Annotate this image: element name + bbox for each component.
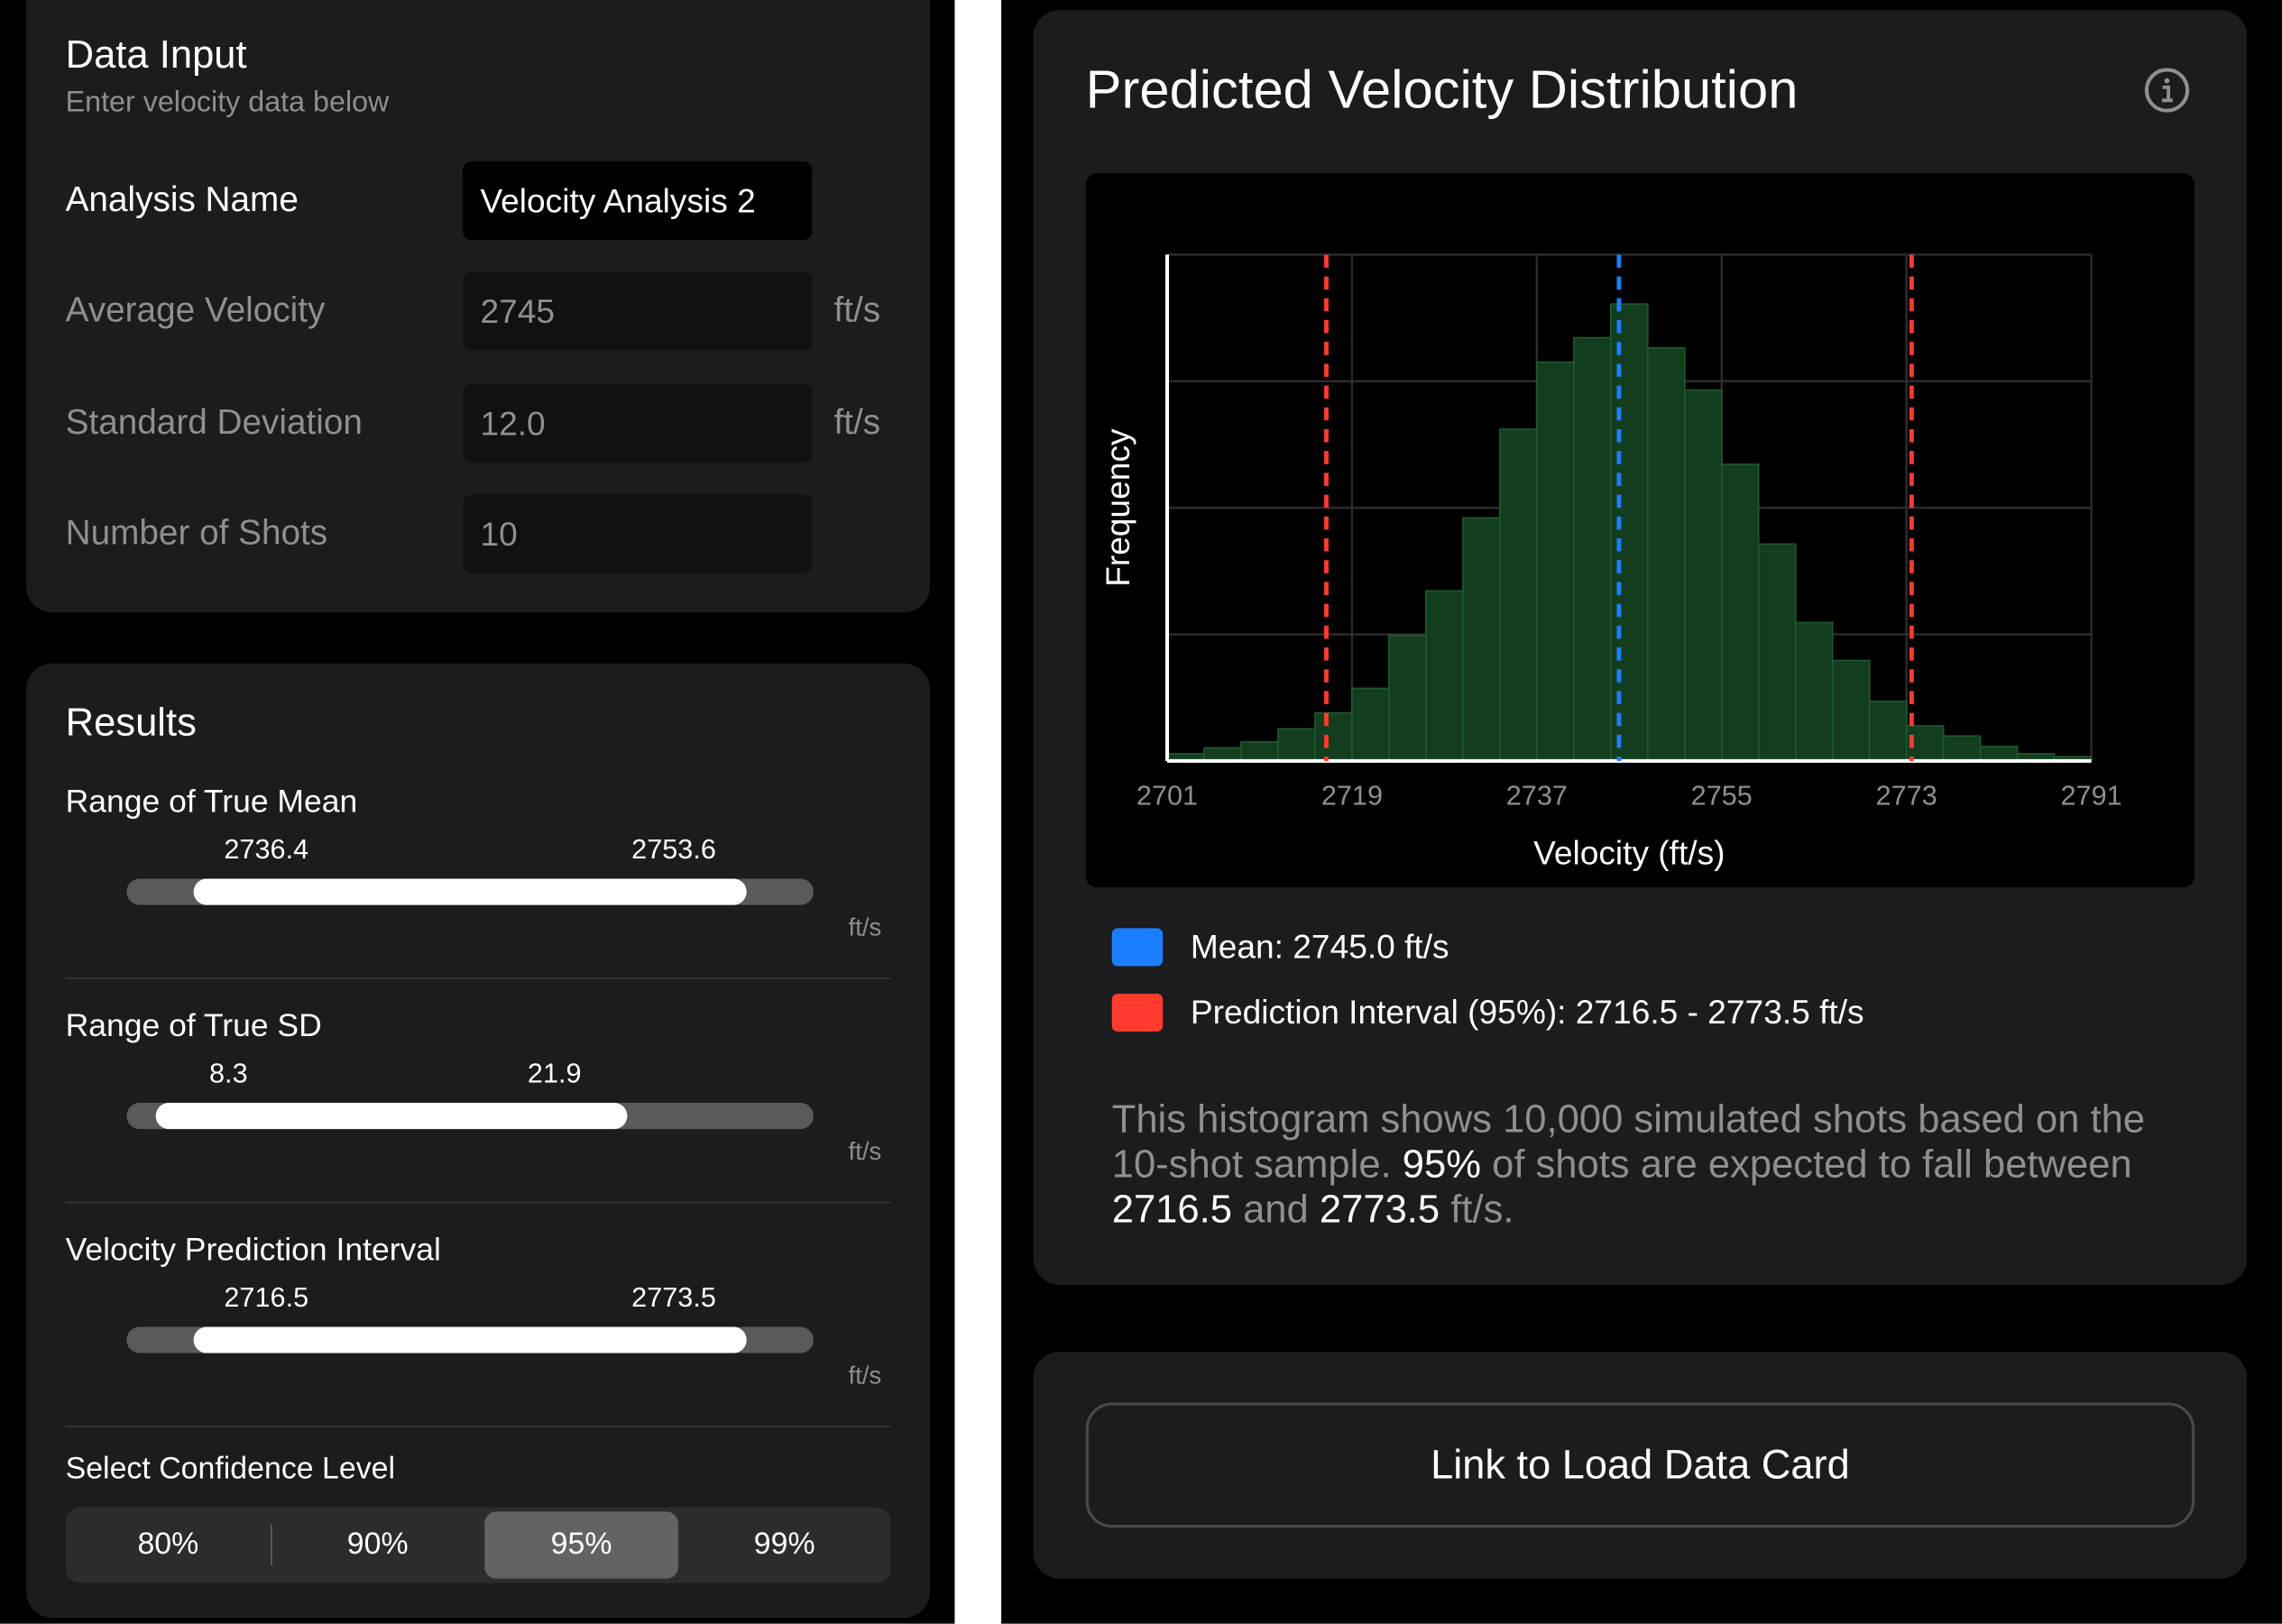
x-tick-label: 2773 <box>1876 780 1937 811</box>
field-label: Average Velocity <box>65 290 326 331</box>
confidence-label: Select Confidence Level <box>65 1452 396 1486</box>
segment[interactable]: 80% <box>137 1528 199 1562</box>
x-tick-label: 2791 <box>2061 780 2122 811</box>
text-input[interactable]: 10 <box>463 494 813 573</box>
range-track <box>126 878 814 905</box>
bar <box>1277 728 1316 762</box>
unit: ft/s <box>848 913 882 941</box>
panel-title: Results <box>65 700 197 745</box>
bar <box>1203 747 1242 762</box>
link-button[interactable]: Link to Load Data Card <box>1085 1402 2195 1528</box>
unit: ft/s <box>848 1137 882 1166</box>
range-high: 2773.5 <box>631 1283 716 1314</box>
legend-swatch <box>1111 994 1164 1032</box>
text-input[interactable]: 12.0 <box>463 383 813 463</box>
separator <box>65 977 891 979</box>
range-label: Range of True Mean <box>65 783 358 820</box>
bar <box>1720 463 1760 762</box>
range-track <box>126 1103 814 1130</box>
range-low: 8.3 <box>209 1059 248 1090</box>
separator <box>65 1201 891 1204</box>
bar <box>1240 740 1279 762</box>
range-low: 2716.5 <box>224 1283 309 1314</box>
bar <box>1610 303 1649 762</box>
separator <box>65 1426 891 1427</box>
bar <box>1868 701 1908 762</box>
text-input[interactable]: 2745 <box>463 271 813 351</box>
bar <box>1499 428 1538 762</box>
legend-label: Mean: 2745.0 ft/s <box>1190 927 1449 966</box>
x-tick-label: 2737 <box>1506 780 1568 811</box>
range-fill <box>193 878 747 905</box>
description: This histogram shows 10,000 simulated sh… <box>1112 1097 2160 1233</box>
range-high: 21.9 <box>527 1059 582 1090</box>
x-tick-label: 2719 <box>1321 780 1383 811</box>
text: of shots are expected to fall between <box>1480 1142 2132 1187</box>
bar <box>1314 711 1353 762</box>
bar <box>1646 346 1686 762</box>
range-fill <box>155 1103 628 1130</box>
y-axis-label: Frequency <box>1099 428 1136 587</box>
text-input[interactable]: Velocity Analysis 2 <box>463 161 813 241</box>
field-label: Analysis Name <box>65 180 299 220</box>
panel-title: Data Input <box>65 32 247 77</box>
field-label: Standard Deviation <box>65 402 363 443</box>
segmented-control <box>65 1507 891 1583</box>
info-icon[interactable] <box>2144 67 2191 114</box>
bar <box>1683 389 1723 762</box>
bar <box>1757 543 1797 762</box>
segment[interactable]: 90% <box>346 1528 409 1562</box>
legend-swatch <box>1111 928 1164 967</box>
bar <box>1794 621 1834 762</box>
legend-label: Prediction Interval (95%): 2716.5 - 2773… <box>1190 993 1864 1032</box>
range-fill <box>193 1326 747 1353</box>
link-panel <box>1033 1351 2248 1579</box>
x-axis-label: Velocity (ft/s) <box>1533 834 1725 872</box>
bar <box>1425 590 1464 762</box>
segment-divider <box>271 1524 272 1566</box>
range-track <box>126 1326 814 1353</box>
emphasis: 2773.5 <box>1319 1187 1440 1232</box>
x-tick-label: 2755 <box>1691 780 1753 811</box>
unit: ft/s <box>833 402 881 443</box>
field-label: Number of Shots <box>65 513 328 554</box>
segment-selected <box>484 1511 678 1579</box>
bar <box>1573 336 1612 762</box>
segment[interactable]: 99% <box>753 1528 815 1562</box>
unit: ft/s <box>833 290 881 331</box>
histogram-chart: 2701 2719 2737 2755 2773 2791 Velocity (ft/s) F… <box>1085 173 2195 888</box>
bar <box>1979 746 2019 762</box>
segment[interactable]: 95% <box>550 1528 612 1562</box>
range-label: Range of True SD <box>65 1006 322 1043</box>
x-tick-label: 2701 <box>1136 780 1198 811</box>
text: ft/s. <box>1440 1187 1514 1232</box>
bar <box>1351 687 1390 762</box>
range-high: 2753.6 <box>631 835 716 867</box>
range-low: 2736.4 <box>224 835 309 867</box>
bar <box>1942 735 1982 762</box>
bar <box>1462 517 1501 762</box>
text: and <box>1231 1187 1320 1232</box>
bar <box>1388 635 1427 762</box>
range-label: Velocity Prediction Interval <box>65 1231 441 1268</box>
emphasis: 95% <box>1402 1142 1481 1187</box>
emphasis: 2716.5 <box>1111 1187 1232 1232</box>
results-panel <box>26 663 931 1619</box>
panel-subtitle: Enter velocity data below <box>65 87 390 119</box>
chart-title: Predicted Velocity Distribution <box>1085 60 1799 120</box>
text: This histogram shows 10,000 simulated sh… <box>1111 1096 2146 1187</box>
bar <box>1831 659 1871 762</box>
bar <box>1536 361 1575 762</box>
unit: ft/s <box>848 1362 882 1390</box>
